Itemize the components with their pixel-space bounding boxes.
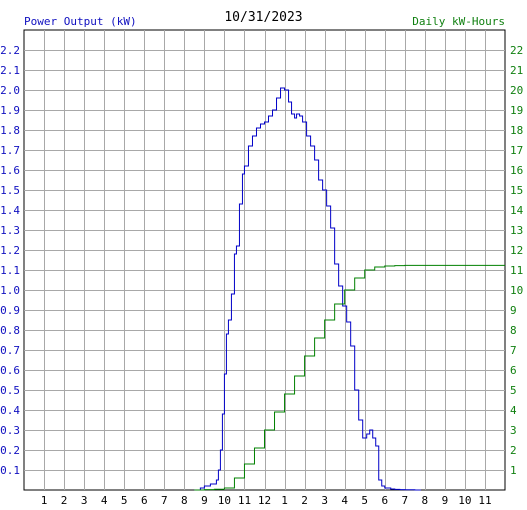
y-right-tick-label: 6 [510,364,517,377]
y-right-tick-label: 21 [510,64,523,77]
x-tick-label: 1 [281,494,288,507]
y-left-tick-label: 2.1 [0,64,20,77]
x-tick-label: 11 [238,494,251,507]
y-left-tick-label: 2.0 [0,84,20,97]
right-axis-title: Daily kW-Hours [412,15,505,28]
x-tick-label: 6 [141,494,148,507]
x-tick-label: 10 [218,494,231,507]
y-left-tick-label: 1.7 [0,144,20,157]
y-right-tick-label: 7 [510,344,517,357]
grid [23,29,506,491]
y-left-tick-label: 1.0 [0,284,20,297]
x-tick-label: 4 [101,494,108,507]
x-tick-label: 1 [41,494,48,507]
y-left-tick-label: 1.3 [0,224,20,237]
daily-kwh-line [194,264,505,491]
x-tick-label: 9 [201,494,208,507]
y-left-tick-label: 0.8 [0,324,20,337]
tick-labels: 1 2 3 4 5 6 7 8 9 10 11 12 1 2 3 4 5 6 7 8 9 10 110.10.20.30.4… [0,44,523,507]
y-right-tick-label: 14 [510,204,524,217]
x-tick-label: 5 [121,494,128,507]
x-tick-label: 8 [422,494,429,507]
y-right-tick-label: 10 [510,284,523,297]
y-right-tick-label: 11 [510,264,523,277]
y-right-tick-label: 1 [510,464,517,477]
y-left-tick-label: 1.4 [0,204,20,217]
plot-frame [23,29,506,491]
y-left-tick-label: 0.5 [0,384,20,397]
y-right-tick-label: 19 [510,104,523,117]
y-right-tick-label: 22 [510,44,523,57]
series-lines [194,87,505,491]
x-tick-label: 7 [401,494,408,507]
y-left-tick-label: 0.9 [0,304,20,317]
x-tick-label: 11 [478,494,491,507]
x-tick-label: 10 [458,494,471,507]
x-tick-label: 9 [442,494,449,507]
x-tick-label: 12 [258,494,271,507]
y-right-tick-label: 12 [510,244,523,257]
x-tick-label: 4 [341,494,348,507]
x-tick-label: 2 [301,494,308,507]
y-right-tick-label: 9 [510,304,517,317]
y-left-tick-label: 1.2 [0,244,20,257]
x-tick-label: 5 [361,494,368,507]
y-left-tick-label: 0.4 [0,404,20,417]
y-left-tick-label: 1.5 [0,184,20,197]
y-right-tick-label: 5 [510,384,517,397]
power-output-line [194,87,421,491]
y-right-tick-label: 20 [510,84,523,97]
x-tick-label: 3 [81,494,88,507]
y-right-tick-label: 2 [510,444,517,457]
y-right-tick-label: 17 [510,144,523,157]
y-right-tick-label: 16 [510,164,523,177]
x-tick-label: 6 [381,494,388,507]
x-tick-label: 8 [181,494,188,507]
y-left-tick-label: 2.2 [0,44,20,57]
chart-title: 10/31/2023 [224,10,303,25]
y-left-tick-label: 0.6 [0,364,20,377]
left-axis-title: Power Output (kW) [24,15,137,28]
y-right-tick-label: 3 [510,424,517,437]
x-tick-label: 3 [321,494,328,507]
y-left-tick-label: 1.1 [0,264,20,277]
y-left-tick-label: 1.8 [0,124,20,137]
x-tick-label: 7 [161,494,168,507]
y-left-tick-label: 0.3 [0,424,20,437]
y-left-tick-label: 0.7 [0,344,20,357]
y-right-tick-label: 13 [510,224,523,237]
y-right-tick-label: 8 [510,324,517,337]
y-left-tick-label: 0.1 [0,464,20,477]
y-left-tick-label: 0.2 [0,444,20,457]
x-tick-label: 2 [61,494,68,507]
y-right-tick-label: 4 [510,404,517,417]
y-right-tick-label: 15 [510,184,523,197]
y-right-tick-label: 18 [510,124,523,137]
y-left-tick-label: 1.9 [0,104,20,117]
y-left-tick-label: 1.6 [0,164,20,177]
